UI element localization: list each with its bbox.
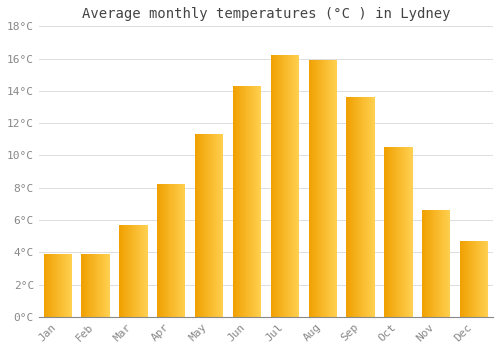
Title: Average monthly temperatures (°C ) in Lydney: Average monthly temperatures (°C ) in Ly… xyxy=(82,7,450,21)
